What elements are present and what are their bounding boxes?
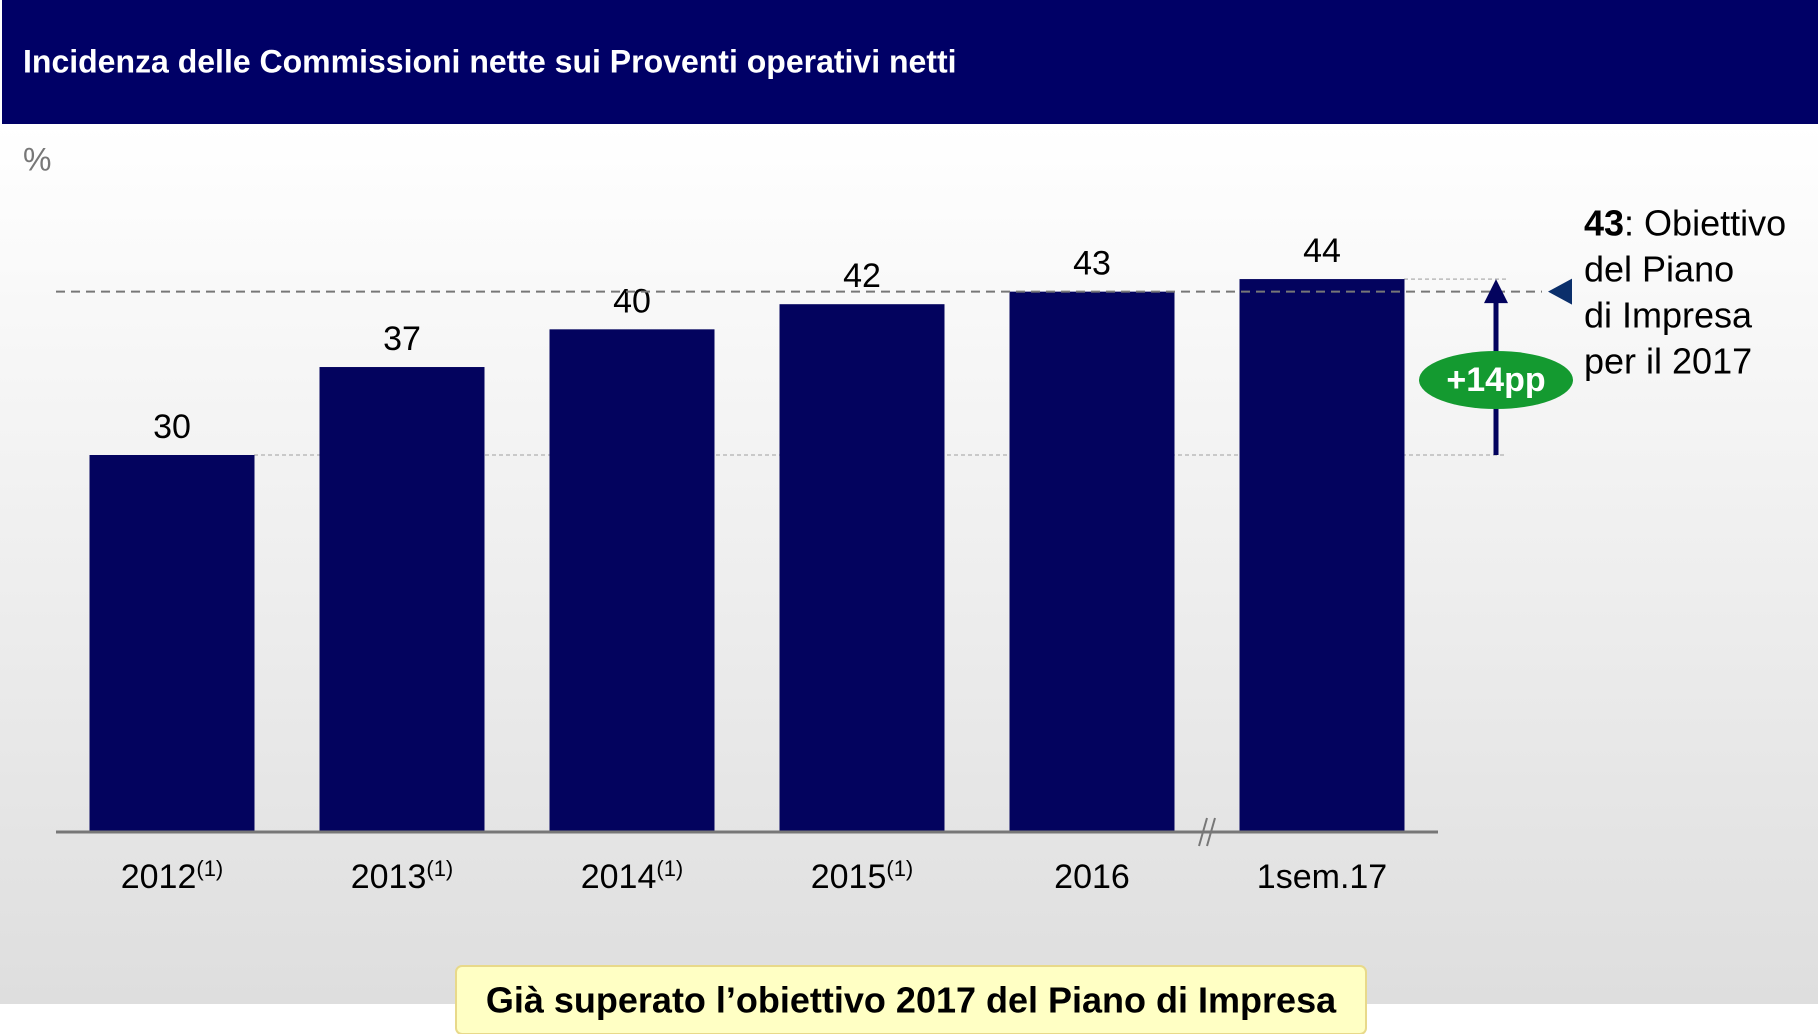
x-tick-label: 1sem.17 (1257, 858, 1387, 896)
bar (89, 455, 255, 832)
target-text: : Obiettivo (1624, 203, 1786, 244)
bar (319, 367, 485, 832)
unit-label: % (23, 141, 51, 177)
axis-break (1206, 817, 1216, 847)
value-label: 30 (153, 408, 191, 446)
bar (549, 329, 715, 832)
value-label: 40 (613, 282, 651, 320)
target-text: di Impresa (1584, 295, 1753, 336)
x-tick-label: 2015 (811, 858, 887, 896)
footer-text: Già superato l’obiettivo 2017 del Piano … (486, 980, 1337, 1021)
axis-break (1198, 817, 1208, 847)
target-text: per il 2017 (1584, 341, 1752, 382)
bar (1009, 291, 1175, 833)
change-arrowhead (1484, 279, 1508, 304)
x-tick-label: 2012 (121, 858, 197, 896)
x-tick-label: 2014 (581, 858, 657, 896)
target-pointer (1548, 278, 1572, 305)
bar (779, 304, 945, 832)
value-label: 43 (1073, 245, 1111, 283)
target-value: 43 (1584, 203, 1624, 244)
x-tick-note: (1) (656, 856, 683, 881)
value-label: 44 (1303, 232, 1341, 270)
value-label: 37 (383, 320, 421, 358)
value-label: 42 (843, 257, 881, 295)
x-tick-note: (1) (426, 856, 453, 881)
target-text: del Piano (1584, 249, 1734, 290)
x-tick-label: 2013 (351, 858, 427, 896)
footer-box (455, 965, 1367, 1034)
header (2, 0, 1818, 124)
x-tick-label: 2016 (1054, 858, 1130, 896)
x-tick-note: (1) (196, 856, 223, 881)
change-badge (1419, 351, 1573, 409)
chart-title: Incidenza delle Commissioni nette sui Pr… (23, 43, 957, 79)
x-tick-note: (1) (886, 856, 913, 881)
bar (1239, 279, 1405, 833)
change-label: +14pp (1446, 361, 1545, 399)
